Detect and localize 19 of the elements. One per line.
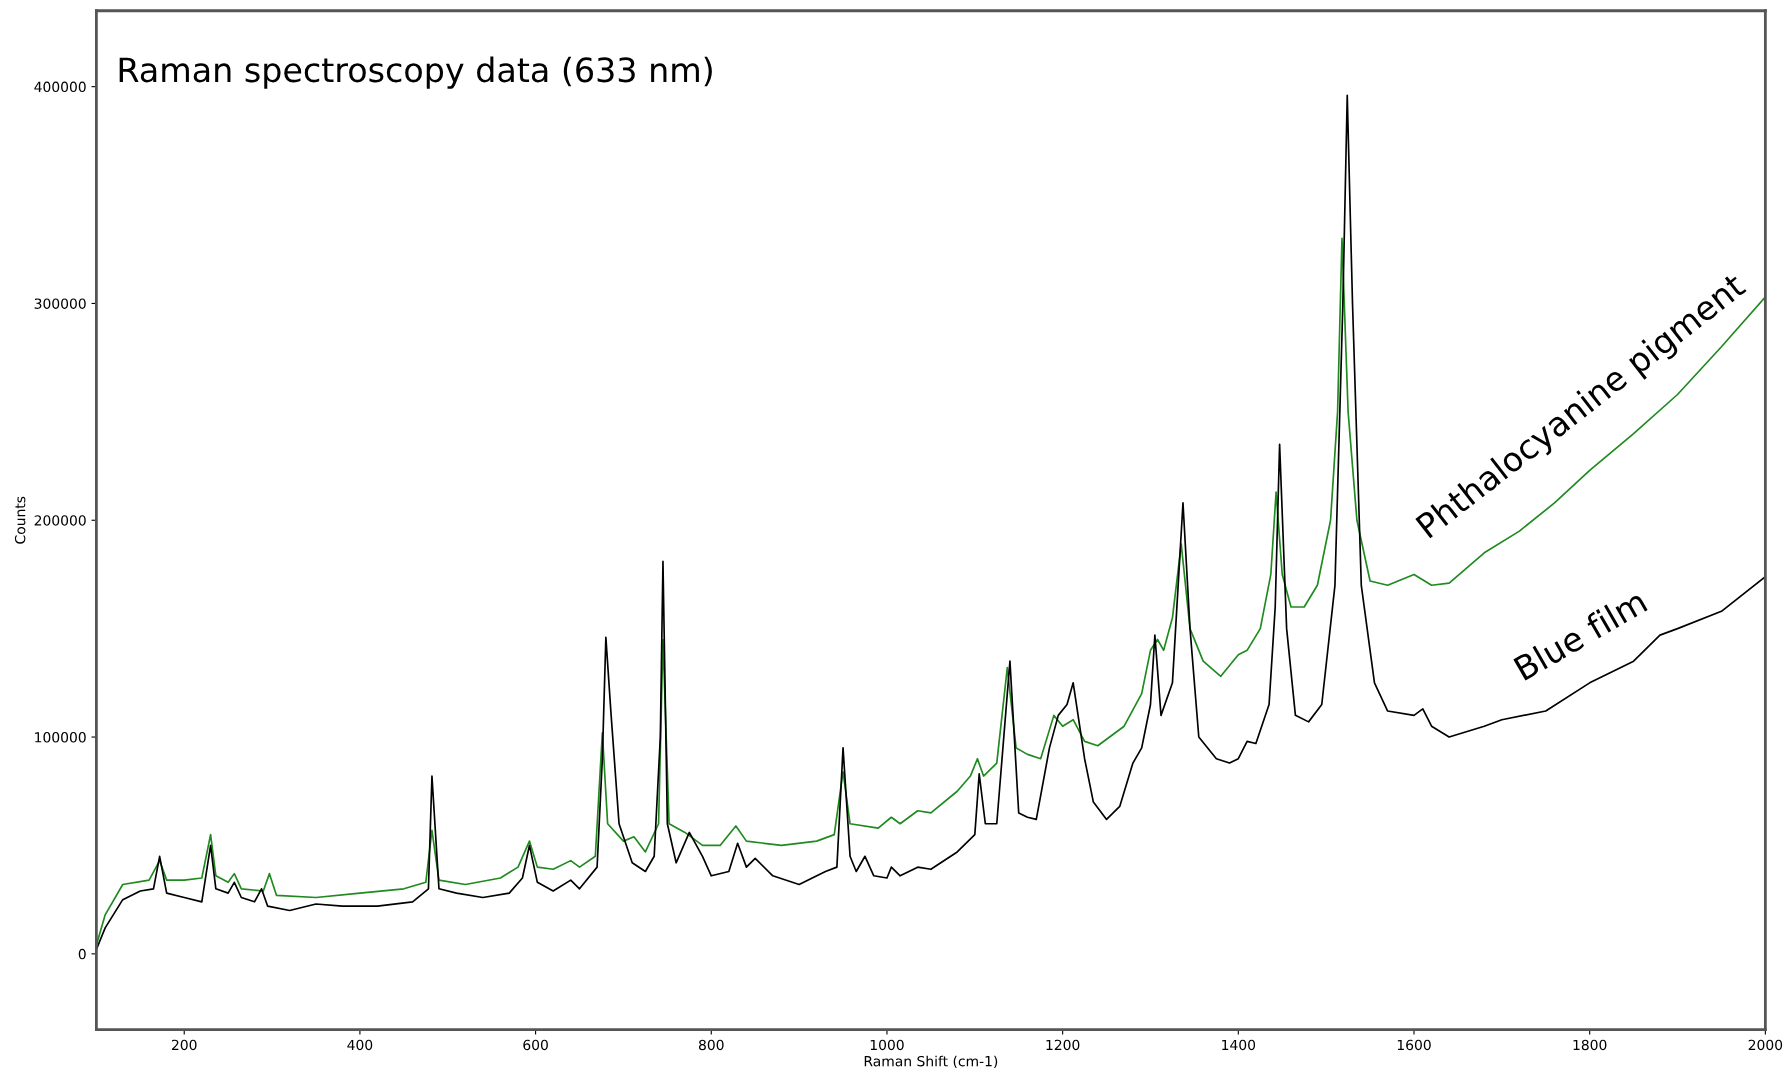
x-tick-label: 1000 bbox=[870, 1039, 904, 1051]
y-tick-label: 100000 bbox=[35, 732, 86, 743]
x-tick-label: 1200 bbox=[1046, 1039, 1080, 1051]
x-tick-label: 1400 bbox=[1222, 1039, 1256, 1051]
text: Blue film bbox=[1512, 588, 1648, 681]
y-tick-label: 0 bbox=[78, 948, 86, 960]
x-tick-label: 2000 bbox=[1748, 1039, 1783, 1051]
text: Raman spectroscopy data (633 nm) bbox=[119, 56, 712, 89]
x-tick-label: 1600 bbox=[1397, 1039, 1431, 1051]
x-tick-label: 600 bbox=[523, 1039, 548, 1051]
y-tick-label: 400000 bbox=[34, 81, 86, 93]
x-tick-label: 400 bbox=[347, 1039, 373, 1051]
x-tick-label: 800 bbox=[698, 1039, 724, 1051]
y-axis-title: Counts bbox=[14, 496, 26, 544]
x-axis-title: Raman Shift (cm-1) bbox=[864, 1055, 998, 1069]
y-tick-label: 300000 bbox=[34, 298, 86, 309]
x-tick-label: 1800 bbox=[1573, 1039, 1607, 1051]
y-tick-label: 200000 bbox=[34, 515, 86, 526]
x-tick-label: 200 bbox=[171, 1039, 197, 1051]
